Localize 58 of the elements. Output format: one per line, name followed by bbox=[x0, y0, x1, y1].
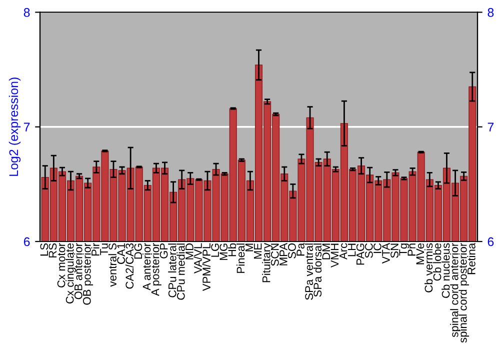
x-tick-label: Pituitary bbox=[262, 242, 272, 282]
x-tick-label: spinal cord posterior bbox=[458, 243, 470, 343]
x-tick-label: Tg bbox=[399, 244, 410, 256]
x-tick-label: MPA bbox=[280, 242, 288, 266]
x-tick-label: Hb bbox=[228, 243, 236, 256]
x-tick-label: Cb nucleus bbox=[442, 243, 450, 298]
x-tick-label: VA/VL bbox=[194, 243, 202, 274]
x-tick-label: Pir bbox=[91, 243, 100, 256]
x-tick-label: Pineal bbox=[236, 244, 245, 273]
x-tick-label: RS bbox=[48, 243, 57, 258]
x-tick-label: CA1 bbox=[117, 243, 126, 264]
x-tick-label: OB anterior bbox=[74, 243, 82, 300]
x-tick-label: Tu bbox=[100, 244, 108, 256]
y-axis-title: Log2 (expression) bbox=[8, 78, 21, 176]
x-tick-label: PAG bbox=[356, 244, 364, 265]
y-tick-label: 6 bbox=[24, 237, 30, 246]
x-tick-label: OB posterior bbox=[82, 243, 94, 305]
x-tick-label: SCN bbox=[270, 244, 279, 266]
x-tick-label: MD bbox=[186, 243, 194, 260]
x-tick-label: Arc bbox=[339, 243, 348, 260]
x-tick-label: SPa ventral bbox=[304, 244, 313, 300]
x-tick-label: Cx motor bbox=[57, 243, 66, 288]
x-tick-label: GP bbox=[160, 243, 168, 258]
x-tick-label: CA2/CA3 bbox=[125, 243, 134, 289]
x-tick-label: ventral S bbox=[108, 243, 116, 287]
x-tick-label: DM bbox=[322, 244, 330, 260]
x-tick-label: SO bbox=[288, 243, 296, 258]
x-tick-label: IC bbox=[373, 243, 382, 253]
x-tick-label: LH bbox=[348, 244, 356, 256]
x-tick-label: SN bbox=[390, 244, 398, 258]
x-tick-label: A posterior bbox=[151, 243, 162, 296]
x-tick-label: SC bbox=[364, 243, 373, 258]
x-tick-label: ME bbox=[254, 243, 262, 259]
y2-tick-label: 7 bbox=[488, 122, 494, 132]
x-tick-label: M bbox=[245, 244, 254, 252]
x-tick-label: LG bbox=[211, 244, 220, 257]
y2-tick-label: 8 bbox=[488, 8, 494, 17]
x-tick-label: spinal cord anterior bbox=[450, 243, 460, 338]
x-tick-label: DG bbox=[134, 244, 142, 259]
x-tick-label: Cx cingulate bbox=[66, 243, 76, 304]
x-tick-label: A anterior bbox=[142, 243, 151, 290]
y-tick-label: 7 bbox=[24, 122, 30, 132]
y-tick-label: 8 bbox=[24, 8, 30, 17]
x-tick-label: CPu lateral bbox=[168, 244, 176, 298]
x-tick-label: Pn bbox=[408, 244, 416, 256]
y2-tick-label: 6 bbox=[488, 237, 494, 246]
x-tick-label: CPu medial bbox=[176, 244, 185, 300]
x-tick-label: LS bbox=[40, 243, 48, 256]
x-tick-label: VPM/VPL bbox=[202, 243, 210, 292]
x-tick-label: MG bbox=[220, 244, 228, 260]
x-tick-label: Cb lobe bbox=[433, 243, 442, 281]
x-tick-label: SPa dorsal bbox=[313, 244, 322, 297]
x-tick-label: VMH bbox=[330, 244, 339, 268]
x-tick-label: Retina bbox=[467, 242, 476, 274]
x-tick-label: VTA bbox=[382, 242, 390, 264]
x-tick-label: MVe bbox=[416, 243, 424, 264]
x-tick-label: Pa bbox=[296, 242, 304, 256]
x-tick-label: Cb vermis bbox=[424, 243, 433, 292]
